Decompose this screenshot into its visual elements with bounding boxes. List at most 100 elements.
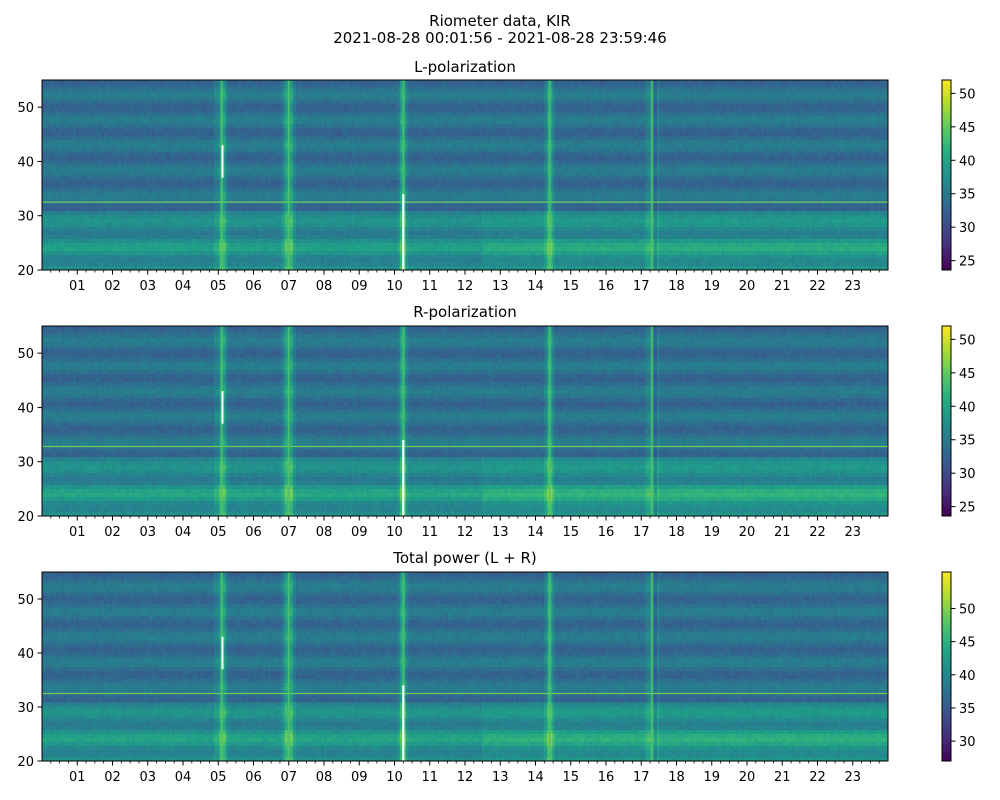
colorbar-tick-label: 45 [959,121,976,136]
x-tick-label: 07 [280,770,297,785]
x-tick-label: 21 [774,770,791,785]
x-tick-label: 07 [280,525,297,540]
x-tick-label: 13 [492,770,509,785]
x-tick-label: 06 [245,770,262,785]
colorbar-tick-label: 40 [959,154,976,169]
colorbar-tick-label: 30 [959,735,976,750]
x-tick-label: 23 [844,525,861,540]
colorbar-tick-label: 35 [959,188,976,203]
x-axis: 01 02 03 04 05 06 07 08 09 10 11 12 13 14 15 16 17 18 19 20… [51,516,879,540]
heatmap-mesh [42,80,889,271]
x-tick-label: 05 [210,770,227,785]
x-tick-label: 17 [633,525,650,540]
x-tick-label: 21 [774,525,791,540]
x-tick-label: 18 [668,770,685,785]
x-tick-label: 08 [316,525,333,540]
x-tick-label: 10 [386,770,403,785]
x-tick-label: 02 [104,525,121,540]
x-tick-label: 19 [703,279,720,294]
x-tick-label: 03 [139,770,156,785]
colorbar-tick-label: 50 [959,602,976,617]
x-tick-label: 06 [245,279,262,294]
x-tick-label: 18 [668,279,685,294]
x-tick-label: 17 [633,770,650,785]
x-tick-label: 14 [527,770,544,785]
y-tick-label: 40 [17,401,34,416]
colorbar-tick-label: 30 [959,221,976,236]
y-tick-label: 40 [17,155,34,170]
x-tick-label: 05 [210,525,227,540]
x-tick-label: 07 [280,279,297,294]
x-tick-label: 04 [175,525,192,540]
y-tick-label: 20 [17,755,34,770]
x-tick-label: 13 [492,525,509,540]
x-tick-label: 02 [104,279,121,294]
colorbar-tick-label: 50 [959,87,976,102]
x-tick-label: 15 [562,279,579,294]
x-tick-label: 19 [703,525,720,540]
x-tick-label: 03 [139,525,156,540]
x-tick-label: 16 [598,525,615,540]
y-axis: 20 30 40 50 [17,593,42,770]
x-tick-label: 01 [69,279,86,294]
x-tick-label: 18 [668,525,685,540]
y-tick-label: 50 [17,593,34,608]
x-tick-label: 23 [844,770,861,785]
panel-3: Total power (L + R)01 02 03 04 05 06 07 08 09 10 1… [17,549,975,785]
y-tick-label: 50 [17,101,34,116]
x-tick-label: 11 [421,279,438,294]
heatmap-mesh [42,326,889,517]
x-tick-label: 20 [739,525,756,540]
x-tick-label: 15 [562,525,579,540]
x-tick-label: 21 [774,279,791,294]
x-tick-label: 03 [139,279,156,294]
x-tick-label: 05 [210,279,227,294]
colorbar-tick-label: 35 [959,434,976,449]
colorbar-tick-label: 40 [959,400,976,415]
x-tick-label: 16 [598,279,615,294]
y-tick-label: 20 [17,510,34,525]
colorbar: 30 35 40 45 50 [942,572,976,761]
x-tick-label: 10 [386,279,403,294]
x-tick-label: 08 [316,770,333,785]
colorbar-tick-label: 45 [959,636,976,651]
colorbar-tick-label: 40 [959,669,976,684]
x-tick-label: 11 [421,770,438,785]
x-tick-label: 04 [175,279,192,294]
y-tick-label: 30 [17,701,34,716]
x-tick-label: 22 [809,770,826,785]
x-tick-label: 12 [457,525,474,540]
x-tick-label: 22 [809,279,826,294]
colorbar-tick-label: 25 [959,501,976,516]
colorbar-tick-label: 50 [959,333,976,348]
y-tick-label: 40 [17,647,34,662]
panel-title: R-polarization [413,303,516,321]
x-tick-label: 12 [457,770,474,785]
colorbar-tick-label: 25 [959,255,976,270]
colorbar: 25 30 35 40 45 50 [942,80,976,270]
x-tick-label: 09 [351,770,368,785]
y-tick-label: 20 [17,264,34,279]
panel-title: L-polarization [414,58,516,76]
x-tick-label: 02 [104,770,121,785]
y-axis: 20 30 40 50 [17,101,42,279]
colorbar: 25 30 35 40 45 50 [942,326,976,516]
x-tick-label: 12 [457,279,474,294]
colorbar-tick-label: 35 [959,702,976,717]
x-tick-label: 15 [562,770,579,785]
colorbar-tick-label: 45 [959,367,976,382]
x-tick-label: 14 [527,279,544,294]
x-tick-label: 20 [739,770,756,785]
y-tick-label: 50 [17,347,34,362]
x-tick-label: 11 [421,525,438,540]
colorbar-gradient [942,572,951,761]
x-tick-label: 09 [351,279,368,294]
colorbar-tick-label: 30 [959,467,976,482]
x-tick-label: 23 [844,279,861,294]
y-tick-label: 30 [17,210,34,225]
x-tick-label: 20 [739,279,756,294]
